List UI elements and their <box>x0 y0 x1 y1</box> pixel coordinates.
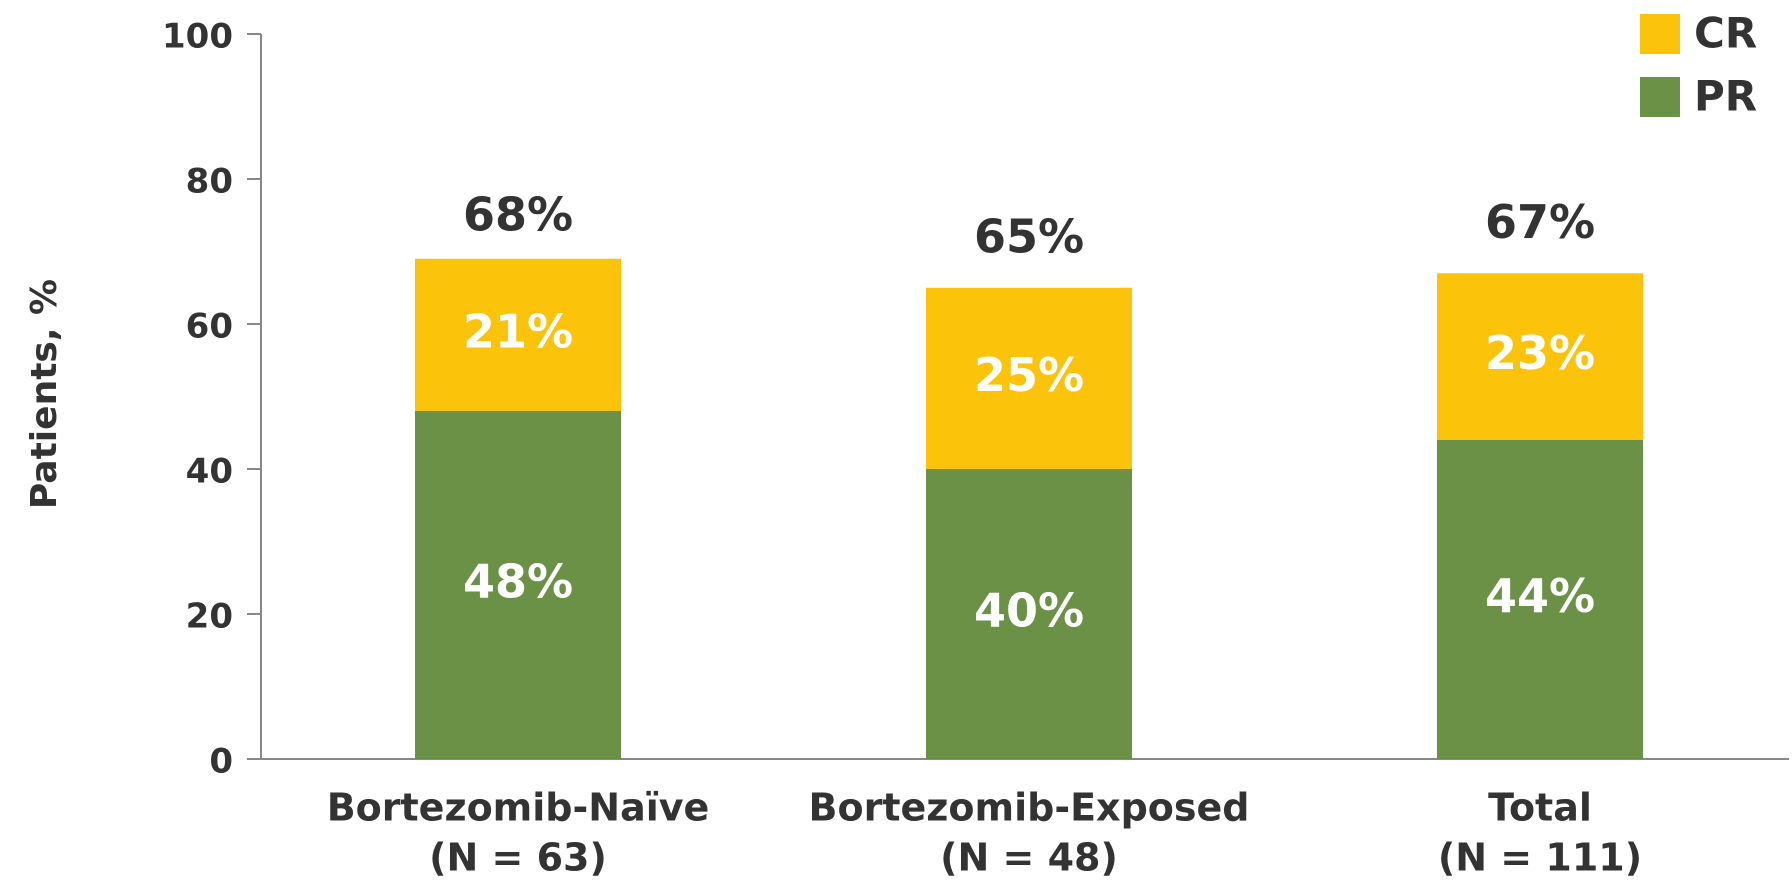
x-tick-label: (N = 111) <box>1438 836 1642 880</box>
total-label: 65% <box>974 209 1084 263</box>
value-label: 44% <box>1485 569 1595 623</box>
y-axis-label: Patients, % <box>24 279 65 509</box>
x-tick-label: Total <box>1488 786 1592 830</box>
legend-label: CR <box>1694 9 1757 58</box>
y-tick-label: 60 <box>186 307 233 347</box>
value-label: 23% <box>1485 326 1595 380</box>
x-tick-label: (N = 63) <box>429 836 607 880</box>
bar-segment <box>1437 273 1643 440</box>
total-label: 68% <box>463 188 573 242</box>
y-tick-label: 80 <box>186 162 233 202</box>
y-tick-label: 20 <box>186 597 233 637</box>
value-label: 48% <box>463 555 573 609</box>
legend-swatch <box>1640 77 1680 117</box>
x-tick-label: Bortezomib-Exposed <box>809 786 1250 830</box>
legend-label: PR <box>1694 72 1757 121</box>
total-label: 67% <box>1485 195 1595 249</box>
bar-segment <box>415 411 621 759</box>
y-tick-label: 100 <box>162 17 233 57</box>
legend-swatch <box>1640 14 1680 54</box>
x-tick-label: Bortezomib-Naïve <box>327 786 710 830</box>
value-label: 25% <box>974 348 1084 402</box>
value-label: 40% <box>974 584 1084 638</box>
bar-segment <box>926 469 1132 759</box>
x-tick-label: (N = 48) <box>940 836 1118 880</box>
y-tick-label: 0 <box>209 742 233 782</box>
bar-segment <box>415 258 621 411</box>
bar-segment <box>1437 440 1643 759</box>
y-tick-label: 40 <box>186 452 233 492</box>
value-label: 21% <box>463 304 573 358</box>
bar-segment <box>926 287 1132 469</box>
